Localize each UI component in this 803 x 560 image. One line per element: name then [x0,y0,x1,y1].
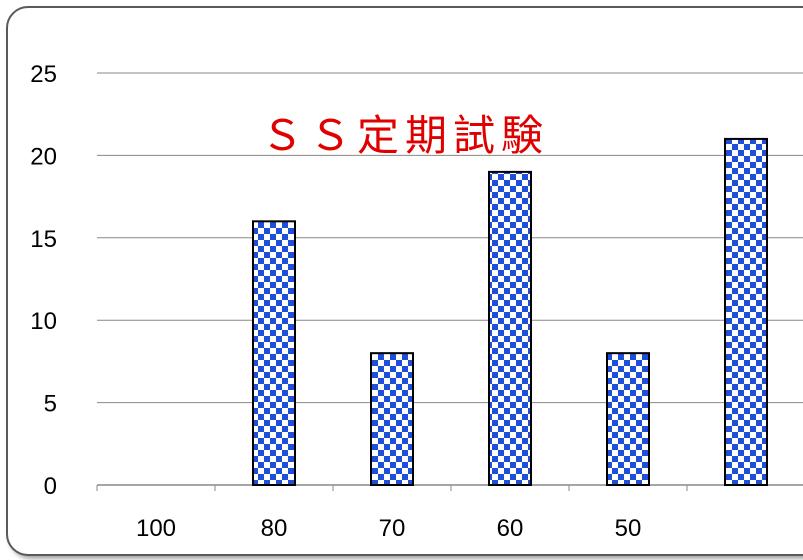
bar [606,352,650,486]
x-axis-labels: 100 80 70 60 50 [136,515,641,542]
x-tick-label: 70 [379,515,406,542]
x-axis [96,484,803,491]
y-axis-labels: 0 5 10 15 20 25 [30,61,57,500]
x-tick-label: 80 [261,515,288,542]
bar [252,220,296,486]
bar [724,137,768,486]
x-tick-label: 100 [136,515,176,542]
y-tick-label: 0 [44,473,57,500]
bars [252,137,768,486]
x-tick-label: 50 [615,515,642,542]
bar [370,352,414,486]
y-tick-label: 10 [30,308,57,335]
y-tick-label: 15 [30,226,57,253]
x-tick-label: 60 [497,515,524,542]
y-tick-label: 25 [30,61,57,88]
bar [488,170,532,486]
y-tick-label: 20 [30,143,57,170]
y-tick-label: 5 [44,391,57,418]
chart-title: ＳＳ定期試験 [261,111,549,160]
gridlines [97,72,803,404]
